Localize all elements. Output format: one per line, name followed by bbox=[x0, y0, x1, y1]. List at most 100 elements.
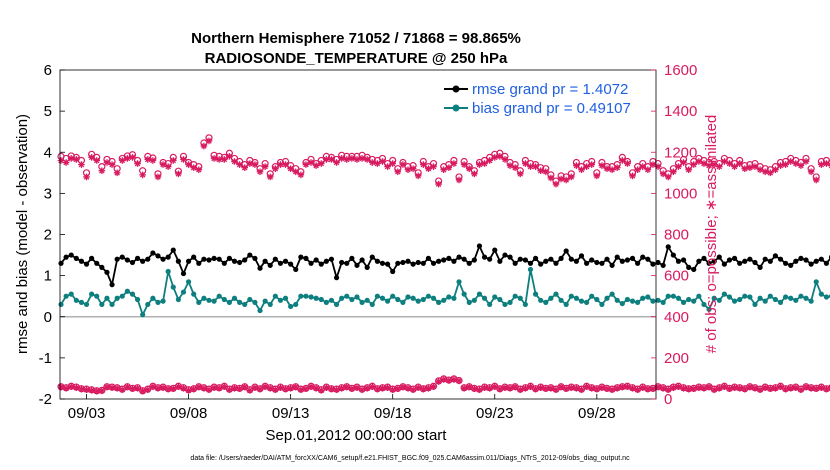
bias-point bbox=[94, 293, 100, 299]
bias-point bbox=[466, 299, 472, 305]
obs-assimilated-point bbox=[603, 165, 611, 172]
obs-assimilated-point bbox=[547, 385, 555, 392]
bias-point bbox=[538, 297, 544, 303]
rmse-point bbox=[640, 254, 646, 260]
bias-point bbox=[400, 299, 406, 305]
obs-assimilated-point bbox=[496, 153, 504, 160]
x-tick-label: 09/28 bbox=[578, 405, 616, 422]
y-tick-label-left: -1 bbox=[39, 350, 52, 367]
obs-assimilated-point bbox=[680, 159, 687, 166]
obs-assimilated-point bbox=[241, 383, 249, 391]
bias-point bbox=[589, 293, 595, 299]
obs-assimilated-point bbox=[277, 384, 284, 391]
bias-point bbox=[731, 298, 738, 304]
obs-assimilated-point bbox=[88, 154, 95, 161]
bias-point bbox=[354, 294, 360, 300]
rmse-point bbox=[282, 258, 289, 264]
obs-assimilated-point bbox=[134, 385, 141, 392]
rmse-point bbox=[390, 268, 396, 275]
bias-point bbox=[793, 297, 799, 303]
obs-assimilated-point bbox=[695, 158, 703, 165]
x-axis-label: Sep.01,2012 00:00:00 start bbox=[266, 427, 448, 444]
obs-assimilated-point bbox=[465, 383, 473, 391]
bias-point bbox=[757, 295, 763, 301]
bias-point bbox=[257, 307, 263, 314]
obs-assimilated-point bbox=[353, 156, 361, 163]
obs-assimilated-point bbox=[664, 173, 672, 181]
bias-point bbox=[430, 295, 437, 301]
obs-assimilated-point bbox=[277, 161, 284, 168]
bias-point bbox=[813, 279, 819, 285]
rmse-point bbox=[522, 257, 528, 263]
bias-point bbox=[282, 295, 289, 301]
bias-point bbox=[134, 296, 141, 303]
rmse-point bbox=[691, 266, 697, 273]
bias-point bbox=[145, 301, 151, 308]
bias-point bbox=[635, 299, 641, 305]
y-tick-label-left: 5 bbox=[44, 103, 52, 120]
obs-assimilated-point bbox=[98, 387, 106, 395]
rmse-point bbox=[313, 257, 319, 263]
bias-point bbox=[507, 299, 513, 305]
obs-assimilated-point bbox=[282, 385, 289, 393]
bias-point bbox=[645, 294, 651, 300]
obs-assimilated-point bbox=[460, 161, 468, 168]
obs-assimilated-point bbox=[144, 386, 152, 394]
rmse-point bbox=[803, 257, 809, 263]
obs-assimilated-point bbox=[761, 384, 769, 391]
obs-assimilated-point bbox=[129, 154, 136, 161]
obs-assimilated-point bbox=[634, 386, 641, 394]
rmse-point bbox=[369, 254, 375, 260]
rmse-point bbox=[277, 260, 284, 266]
rmse-point bbox=[140, 258, 146, 264]
obs-assimilated-point bbox=[644, 385, 652, 393]
obs-layer bbox=[57, 134, 830, 395]
rmse-point bbox=[696, 258, 702, 264]
rmse-point bbox=[328, 256, 335, 262]
obs-assimilated-point bbox=[593, 385, 601, 393]
bias-point bbox=[395, 296, 401, 303]
bias-point bbox=[175, 296, 181, 303]
rmse-point bbox=[318, 261, 324, 267]
bias-point bbox=[303, 293, 309, 299]
rmse-point bbox=[527, 260, 534, 266]
rmse-point bbox=[645, 256, 651, 262]
obs-assimilated-point bbox=[746, 383, 754, 391]
rmse-point bbox=[599, 260, 605, 266]
obs-assimilated-point bbox=[823, 160, 830, 167]
rmse-point bbox=[686, 264, 692, 270]
rmse-point bbox=[252, 255, 258, 261]
obs-assimilated-point bbox=[124, 383, 131, 391]
obs-assimilated-point bbox=[562, 176, 570, 184]
bias-point bbox=[78, 299, 85, 305]
bias-point bbox=[670, 293, 676, 299]
bias-point bbox=[83, 301, 90, 308]
rmse-point bbox=[354, 262, 360, 268]
bias-point bbox=[512, 293, 518, 299]
obs-assimilated-point bbox=[588, 161, 596, 168]
obs-assimilated-point bbox=[113, 169, 121, 177]
obs-assimilated-point bbox=[62, 159, 70, 166]
rmse-point bbox=[808, 261, 814, 267]
y-tick-label-right: 1600 bbox=[664, 62, 697, 79]
rmse-point bbox=[359, 257, 365, 263]
obs-assimilated-point bbox=[430, 163, 437, 170]
bias-point bbox=[594, 296, 600, 303]
bias-point bbox=[619, 300, 625, 307]
rmse-point bbox=[538, 261, 544, 267]
rmse-point bbox=[660, 262, 666, 268]
rmse-point bbox=[145, 256, 151, 262]
bias-point bbox=[487, 301, 493, 308]
obs-assimilated-point bbox=[721, 158, 728, 165]
obs-assimilated-point bbox=[578, 166, 585, 174]
rmse-point bbox=[619, 258, 625, 264]
obs-assimilated-point bbox=[394, 385, 402, 393]
bias-point bbox=[262, 298, 268, 304]
bias-point bbox=[624, 296, 631, 303]
obs-assimilated-point bbox=[608, 386, 616, 394]
rmse-point bbox=[374, 258, 380, 264]
rmse-point bbox=[747, 256, 753, 262]
rmse-point bbox=[323, 258, 329, 264]
rmse-point bbox=[466, 260, 472, 266]
bias-point bbox=[374, 293, 380, 299]
